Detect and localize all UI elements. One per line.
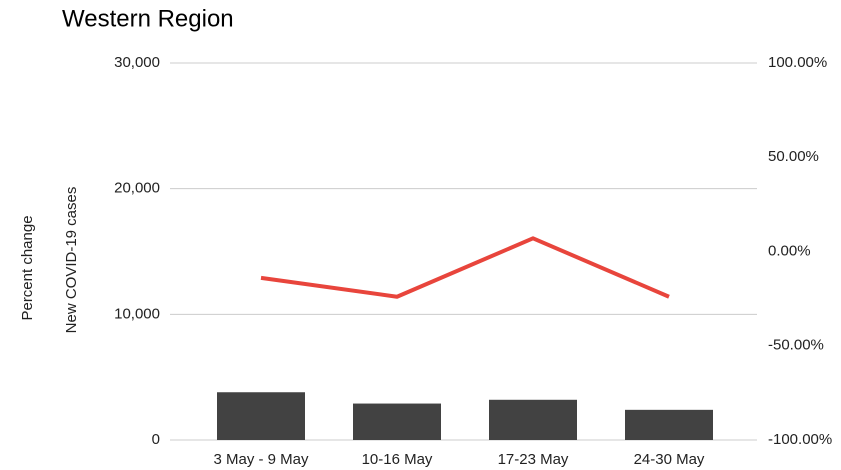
y2-axis-label: Percent change (19, 215, 36, 320)
y-tick-label: 10,000 (114, 305, 160, 322)
y2-tick-label: 100.00% (768, 54, 827, 71)
y2-tick-label: -50.00% (768, 337, 824, 354)
chart-title: Western Region (62, 5, 234, 32)
y-tick-label: 30,000 (114, 54, 160, 71)
x-tick-label: 10-16 May (362, 451, 433, 468)
bar (353, 403, 441, 440)
bar (489, 399, 577, 440)
y-tick-label: 20,000 (114, 180, 160, 197)
bar (217, 392, 305, 440)
y2-tick-label: -100.00% (768, 431, 832, 448)
x-tick-label: 17-23 May (498, 451, 569, 468)
line (260, 236, 670, 299)
y-axis-label: New COVID-19 cases (63, 187, 80, 334)
y2-tick-label: 50.00% (768, 148, 819, 165)
x-tick-label: 3 May - 9 May (213, 451, 309, 468)
y-tick-label: 0 (152, 431, 160, 448)
x-tick-label: 24-30 May (634, 451, 705, 468)
bar (625, 409, 713, 440)
y2-tick-label: 0.00% (768, 242, 811, 259)
